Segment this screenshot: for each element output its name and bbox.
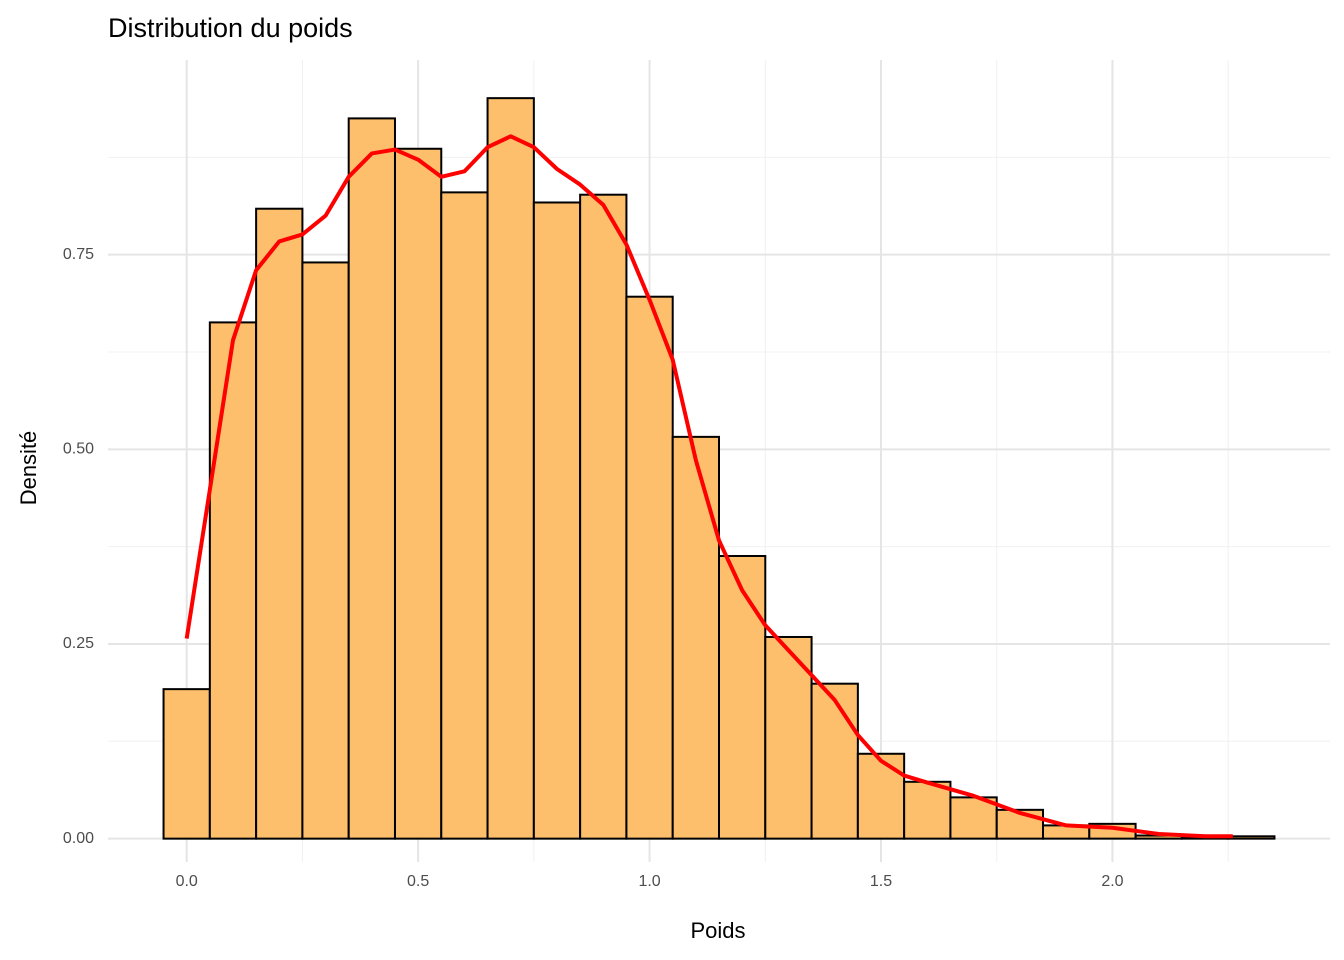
histogram-bar [208, 321, 258, 840]
histogram-bar [810, 682, 859, 840]
x-tick-label: 0.5 [407, 873, 429, 890]
histogram-bar [903, 780, 952, 840]
histogram-bar [671, 435, 720, 840]
y-tick-label: 0.00 [63, 830, 94, 847]
histogram-bar [995, 808, 1045, 840]
x-tick-label: 2.0 [1101, 873, 1123, 890]
histogram-bar [625, 295, 674, 840]
histogram-bar [579, 193, 628, 840]
histogram-bar [1227, 835, 1276, 840]
histogram-bar [393, 147, 443, 840]
y-tick-label: 0.25 [63, 635, 94, 652]
chart-title: Distribution du poids [108, 13, 353, 43]
x-tick-label: 0.0 [176, 873, 198, 890]
histogram-bar [718, 554, 767, 840]
histogram-bar [301, 261, 350, 840]
histogram-bar [532, 201, 582, 840]
y-tick-label: 0.75 [63, 246, 94, 263]
histogram-bar [440, 191, 489, 840]
density-curve [184, 134, 1233, 839]
histogram-bar [347, 117, 396, 840]
histogram-bar [856, 752, 906, 840]
x-tick-label: 1.5 [870, 873, 892, 890]
histogram-bar [162, 688, 211, 840]
x-axis-title: Poids [690, 918, 745, 943]
y-tick-label: 0.50 [63, 441, 94, 458]
histogram-bar [486, 97, 535, 840]
x-tick-label: 1.0 [638, 873, 660, 890]
histogram-bar [255, 207, 304, 840]
y-axis-title: Densité [16, 431, 41, 506]
